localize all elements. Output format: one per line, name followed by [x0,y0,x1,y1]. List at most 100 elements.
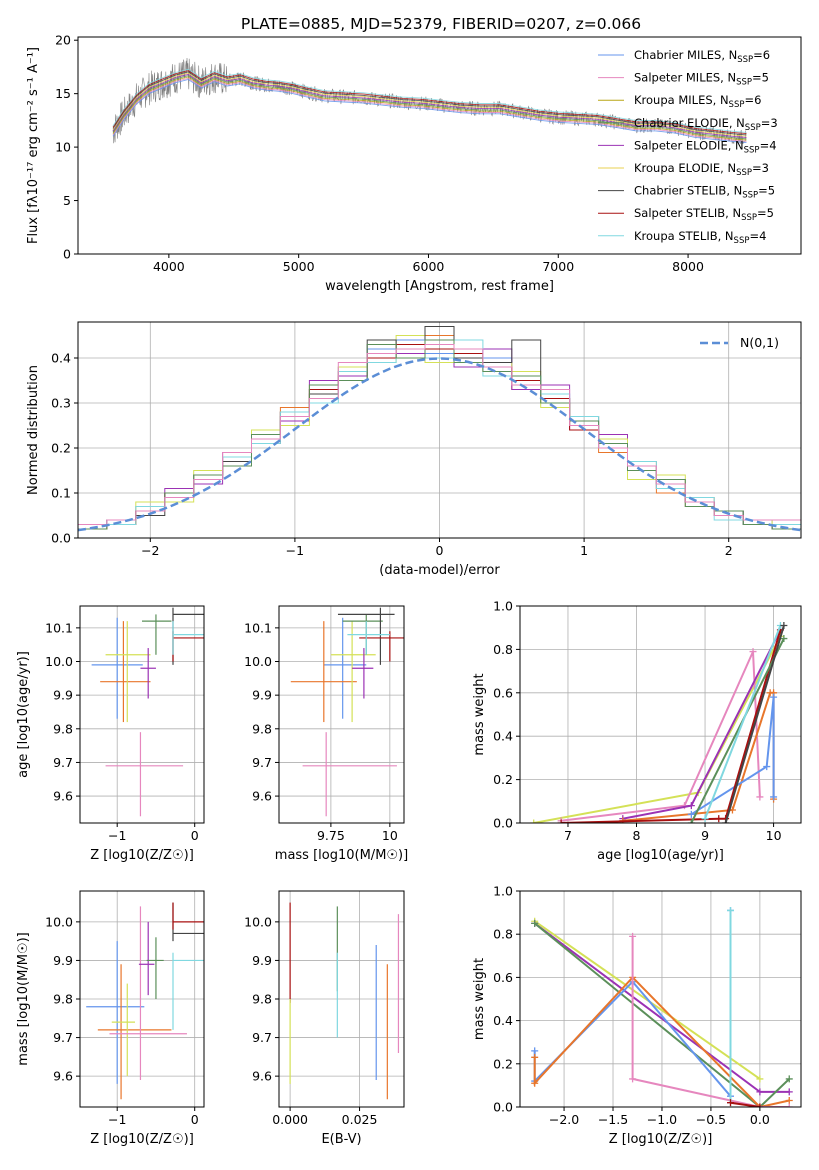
mass-weight-marker [687,819,695,823]
y-axis-label: Normed distribution [26,365,41,495]
mass-weight-line [690,697,775,816]
y-tick-label: 9.7 [53,1030,73,1045]
mass-weight-marker [687,810,695,818]
mass-weight-marker [770,793,778,801]
y-axis-label: age [log10(age/yr)] [16,651,31,778]
mass-weight-marker [701,815,709,823]
x-tick-label: 10 [766,828,782,843]
x-axis-label: wavelength [Angstrom, rest frame] [325,279,554,294]
y-tick-label: 0 [63,247,71,262]
x-axis-label: mass [log10(M/M☉)] [275,848,408,863]
mass-weight-marker [530,819,538,823]
mass-weight-marker [715,815,723,823]
mass-weight-marker [531,1079,539,1087]
x-tick-label: 7000 [542,259,574,274]
x-tick-label: −0.5 [696,1112,726,1127]
legend-entry: Chabrier MILES, NSSP=6 [634,48,770,65]
x-tick-label: −1 [108,1112,126,1127]
legend-entry: Salpeter MILES, NSSP=5 [634,71,769,88]
y-tick-label: 9.8 [252,721,272,736]
mass-vs-reddening-panel: 0.000 0.025 9.6 9.7 9.8 9.9 10.0 E(B-V) [244,890,405,1147]
x-tick-label: 0 [191,828,199,843]
x-axis-label: Z [log10(Z/Z☉)] [90,848,194,863]
y-tick-label: 10.0 [45,914,73,929]
mass-weight-marker [687,802,695,810]
y-tick-label: 0.1 [51,486,71,501]
mass-weight-marker [727,1099,735,1107]
y-axis-label: mass weight [472,958,487,1040]
mass-weight-line [730,1101,761,1107]
mass-weight-marker [785,1088,793,1096]
x-tick-label: 7 [564,828,572,843]
y-tick-label: 0.8 [493,927,513,942]
axes-frame [519,890,802,1108]
mass-weight-line [724,625,785,823]
model-spectrum-line [112,73,747,138]
y-tick-label: 0.0 [493,816,513,831]
model-spectrum-line [112,70,747,135]
y-tick-label: 9.6 [53,1069,73,1084]
plot-area [91,607,204,817]
x-tick-label: 2 [725,543,733,558]
y-tick-label: 0.3 [51,396,71,411]
y-tick-label: 0.2 [493,1056,513,1071]
x-tick-label: 9 [701,828,709,843]
y-tick-label: 9.6 [252,789,272,804]
axes-frame [79,605,205,824]
model-spectrum-line [112,77,747,142]
y-tick-label: 0.0 [51,531,71,546]
y-tick-label: 9.6 [252,1069,272,1084]
mass-weight-marker [763,763,771,771]
x-tick-label: −2.0 [549,1112,579,1127]
axes-frame [519,605,802,824]
x-tick-label: −1.0 [647,1112,677,1127]
x-tick-label: 10 [382,828,398,843]
legend-entry: Salpeter ELODIE, NSSP=4 [634,138,777,155]
figure-title: PLATE=0885, MJD=52379, FIBERID=0207, z=0… [241,15,641,33]
legend-entry: N(0,1) [740,335,779,350]
y-tick-label: 20 [55,33,71,48]
mass-weight-marker [629,932,637,940]
plot-area [112,57,747,145]
y-tick-label: 10.1 [45,620,73,635]
mass-weight-marker [785,1075,793,1083]
x-tick-label: 8 [633,828,641,843]
x-tick-label: −1 [108,828,126,843]
gaussian-curve [78,357,801,532]
model-spectrum-line [112,75,747,140]
x-tick-label: 1 [580,543,588,558]
mass-weight-marker [785,1097,793,1105]
mass-weight-marker [629,1075,637,1083]
mass-weight-marker [780,622,788,630]
x-axis-label: (data-model)/error [379,563,500,578]
legend-entry: Kroupa ELODIE, NSSP=3 [634,161,769,178]
y-tick-label: 10.0 [244,654,272,669]
y-tick-label: 9.9 [53,688,73,703]
y-tick-label: 0.8 [493,642,513,657]
y-tick-label: 9.9 [252,688,272,703]
x-tick-label: 0.025 [342,1112,378,1127]
mass-weight-marker [756,1103,764,1107]
residuals-panel: −2 −1 0 1 2 0.0 0.1 0.2 0.3 0.4 (data-model)/error… [26,321,802,578]
y-tick-label: 15 [55,86,71,101]
y-tick-label: 1.0 [493,599,513,614]
y-tick-label: 0.4 [51,351,71,366]
y-tick-label: 0.2 [493,772,513,787]
x-tick-label: 0 [191,1112,199,1127]
mass-weight-marker [531,1047,539,1055]
plot-area [531,906,793,1107]
axes-frame [77,36,802,255]
legend-entry: Kroupa STELIB, NSSP=4 [634,229,766,246]
x-tick-label: 9.75 [317,828,345,843]
y-tick-label: 10.0 [45,654,73,669]
mass-weight-line [631,936,790,1107]
x-tick-label: 0 [436,543,444,558]
x-axis-label: E(B-V) [321,1132,361,1147]
mass-weight-line [690,638,785,823]
y-tick-label: 10.1 [244,620,272,635]
x-tick-label: −1 [286,543,304,558]
y-tick-label: 10 [55,140,71,155]
model-spectrum-line [112,79,747,144]
y-tick-label: 0.4 [493,729,513,744]
